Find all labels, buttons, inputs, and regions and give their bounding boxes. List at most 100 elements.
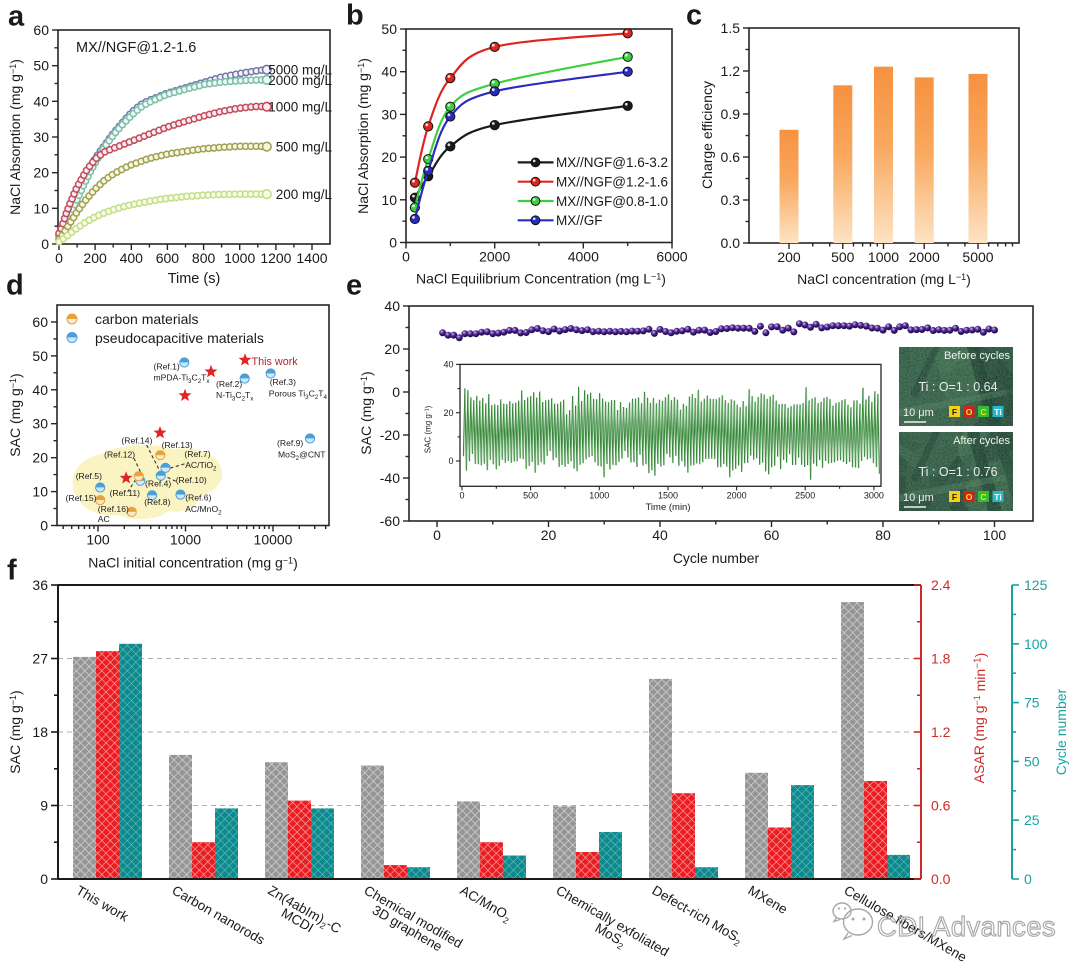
svg-text:200 mg/L: 200 mg/L — [276, 187, 333, 202]
svg-text:This work: This work — [252, 356, 299, 368]
svg-text:1200: 1200 — [260, 250, 291, 266]
svg-text:10 μm: 10 μm — [903, 407, 934, 419]
svg-text:0: 0 — [1024, 871, 1032, 887]
svg-text:50: 50 — [32, 348, 48, 364]
svg-text:Cycle number: Cycle number — [1053, 688, 1069, 775]
svg-text:40: 40 — [381, 64, 397, 80]
svg-text:2.4: 2.4 — [931, 577, 951, 593]
svg-text:25: 25 — [1024, 812, 1040, 828]
svg-text:(Ref.8): (Ref.8) — [144, 497, 170, 507]
svg-text:0: 0 — [41, 236, 49, 252]
svg-text:O: O — [966, 492, 973, 502]
svg-text:60: 60 — [764, 527, 780, 543]
svg-text:20: 20 — [384, 341, 400, 357]
svg-text:MX//NGF@1.2-1.6: MX//NGF@1.2-1.6 — [556, 175, 668, 190]
svg-text:(Ref.12): (Ref.12) — [104, 450, 135, 460]
svg-text:1500: 1500 — [658, 490, 678, 500]
svg-text:O: O — [966, 407, 973, 417]
svg-text:b: b — [346, 0, 364, 32]
svg-text:36: 36 — [32, 577, 48, 593]
svg-text:0: 0 — [40, 871, 48, 887]
svg-text:After cycles: After cycles — [953, 435, 1010, 447]
svg-text:c: c — [686, 0, 702, 32]
svg-text:30: 30 — [381, 106, 397, 122]
svg-text:10 μm: 10 μm — [903, 492, 934, 504]
svg-text:Ti : O=1 : 0.76: Ti : O=1 : 0.76 — [918, 465, 997, 479]
svg-text:SAC (mg g−1): SAC (mg g−1) — [7, 690, 24, 773]
svg-text:30: 30 — [32, 416, 48, 432]
svg-text:60: 60 — [32, 314, 48, 330]
svg-text:10: 10 — [381, 192, 397, 208]
svg-text:100: 100 — [983, 527, 1007, 543]
svg-text:Ti: Ti — [994, 492, 1001, 502]
svg-text:Porous Ti3​C2​T4​: Porous Ti3​C2​T4​ — [269, 389, 328, 402]
svg-text:(Ref.4): (Ref.4) — [145, 479, 171, 489]
svg-text:1.5: 1.5 — [721, 20, 741, 36]
svg-text:Before cycles: Before cycles — [944, 350, 1011, 362]
svg-text:60: 60 — [33, 22, 49, 38]
svg-text:30: 30 — [33, 129, 49, 145]
svg-text:ASAR (mg g−1 min−1): ASAR (mg g−1 min−1) — [971, 653, 988, 784]
svg-text:CDI Advances: CDI Advances — [877, 911, 1056, 942]
svg-text:50: 50 — [381, 21, 397, 37]
svg-text:SAC (mg g−1): SAC (mg g−1) — [358, 371, 375, 454]
svg-text:e: e — [346, 270, 362, 302]
svg-text:Cycle number: Cycle number — [673, 550, 760, 566]
svg-text:AC: AC — [98, 514, 110, 524]
svg-text:Charge efficiency: Charge efficiency — [699, 81, 715, 189]
svg-text:50: 50 — [1024, 753, 1040, 769]
svg-text:200: 200 — [777, 249, 801, 265]
svg-text:3000: 3000 — [864, 490, 884, 500]
svg-text:mPDA-Ti3​C2​Tx​: mPDA-Ti3​C2​Tx​ — [154, 373, 211, 386]
svg-text:100: 100 — [86, 532, 110, 548]
svg-text:C: C — [980, 407, 986, 417]
svg-text:20: 20 — [541, 527, 557, 543]
svg-text:1400: 1400 — [296, 250, 327, 266]
svg-text:-40: -40 — [380, 470, 400, 486]
svg-text:600: 600 — [156, 250, 180, 266]
svg-text:100: 100 — [1024, 636, 1048, 652]
svg-text:1000 mg/L: 1000 mg/L — [268, 100, 332, 115]
svg-text:AC/MnO2​: AC/MnO2​ — [185, 504, 222, 517]
svg-text:18: 18 — [32, 724, 48, 740]
svg-text:Ti : O=1 : 0.64: Ti : O=1 : 0.64 — [918, 380, 997, 394]
svg-text:20: 20 — [33, 165, 49, 181]
svg-text:40: 40 — [443, 360, 453, 370]
svg-text:27: 27 — [32, 651, 48, 667]
svg-text:SAC (mg g−1): SAC (mg g−1) — [7, 373, 24, 456]
svg-text:500: 500 — [523, 490, 538, 500]
svg-text:(Ref.16): (Ref.16) — [98, 504, 129, 514]
svg-text:(Ref.9): (Ref.9) — [277, 438, 303, 448]
svg-text:0.0: 0.0 — [721, 235, 741, 251]
svg-text:MX//NGF@1.6-3.2: MX//NGF@1.6-3.2 — [556, 155, 668, 170]
svg-text:0.6: 0.6 — [931, 798, 951, 814]
svg-text:2000 mg/L: 2000 mg/L — [268, 73, 332, 88]
svg-text:400: 400 — [120, 250, 144, 266]
svg-text:(Ref.7): (Ref.7) — [184, 449, 210, 459]
svg-text:(Ref.14): (Ref.14) — [121, 435, 152, 445]
svg-text:1000: 1000 — [589, 490, 609, 500]
svg-text:SAC (mg g−1): SAC (mg g−1) — [424, 405, 434, 453]
svg-text:1.2: 1.2 — [931, 724, 951, 740]
svg-text:5000 mg/L: 5000 mg/L — [268, 63, 332, 78]
svg-text:MX//NGF@1.2-1.6: MX//NGF@1.2-1.6 — [76, 40, 196, 56]
svg-text:4000: 4000 — [568, 249, 599, 265]
svg-text:d: d — [6, 270, 24, 302]
svg-text:10: 10 — [33, 200, 49, 216]
svg-text:Ti: Ti — [994, 407, 1001, 417]
svg-text:0: 0 — [389, 235, 397, 251]
svg-text:0: 0 — [402, 249, 410, 265]
svg-text:MX//GF: MX//GF — [556, 213, 603, 228]
svg-text:F: F — [952, 492, 957, 502]
svg-text:Time (min): Time (min) — [645, 502, 690, 513]
svg-text:800: 800 — [192, 250, 216, 266]
svg-text:(Ref.2): (Ref.2) — [216, 379, 242, 389]
svg-text:NaCl initial concentration (mg: NaCl initial concentration (mg g−1) — [88, 555, 297, 572]
svg-text:0.0: 0.0 — [931, 871, 951, 887]
svg-text:0: 0 — [55, 250, 63, 266]
svg-text:C: C — [980, 492, 986, 502]
svg-text:0: 0 — [433, 527, 441, 543]
svg-text:1.8: 1.8 — [931, 651, 951, 667]
svg-text:(Ref.6): (Ref.6) — [185, 493, 211, 503]
svg-text:0: 0 — [459, 490, 464, 500]
